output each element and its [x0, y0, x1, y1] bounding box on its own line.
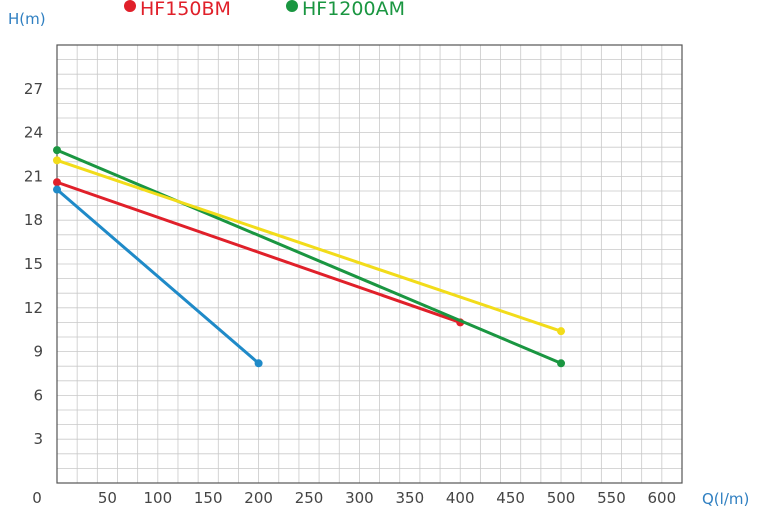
- plot-frame: [56, 44, 683, 484]
- grid-lines: [57, 45, 682, 483]
- y-tick-label: 3: [33, 430, 43, 448]
- series-lines: [53, 146, 566, 368]
- x-tick-label: 150: [194, 489, 223, 507]
- y-tick-labels: 3 6 9 12 15 18 21 24 27: [24, 80, 43, 448]
- x-tick-label: 400: [446, 489, 475, 507]
- x-tick-label: 550: [597, 489, 626, 507]
- x-axis-label: Q(l/m): [702, 490, 749, 508]
- y-tick-label: 12: [24, 299, 43, 317]
- data-point: [53, 146, 61, 155]
- x-tick-label: 100: [143, 489, 172, 507]
- x-tick-label: 300: [345, 489, 374, 507]
- y-tick-label: 15: [24, 255, 43, 273]
- legend: HF150BM HF1200AM: [124, 0, 405, 20]
- y-tick-label: 24: [24, 124, 43, 142]
- data-point: [53, 156, 61, 165]
- x-tick-label: 450: [496, 489, 525, 507]
- data-point: [557, 327, 566, 336]
- y-tick-label: 18: [24, 211, 43, 229]
- data-point: [53, 178, 61, 187]
- series-line: [55, 148, 563, 365]
- y-tick-label: 9: [33, 343, 43, 361]
- legend-label: HF1200AM: [302, 0, 405, 20]
- legend-marker: [286, 0, 298, 12]
- legend-marker: [124, 0, 136, 12]
- x-tick-label: 50: [98, 489, 117, 507]
- data-point: [254, 359, 263, 368]
- data-point: [557, 359, 566, 368]
- x-tick-label: 200: [244, 489, 273, 507]
- x-tick-labels: 0 50 100 150 200 250 300 350 400 450 500 550 600: [32, 489, 676, 507]
- x-tick-label: 250: [295, 489, 324, 507]
- y-tick-label: 6: [33, 386, 43, 404]
- legend-label: HF150BM: [140, 0, 231, 20]
- y-tick-label: 27: [24, 80, 43, 98]
- x-tick-label: 0: [32, 489, 42, 507]
- series-line: [55, 158, 563, 333]
- series-line: [55, 188, 261, 365]
- data-point: [53, 185, 61, 194]
- x-tick-label: 600: [648, 489, 677, 507]
- y-tick-label: 21: [24, 167, 43, 185]
- x-tick-label: 500: [547, 489, 576, 507]
- series-line: [55, 180, 462, 324]
- y-axis-label: H(m): [8, 10, 46, 28]
- x-tick-label: 350: [396, 489, 425, 507]
